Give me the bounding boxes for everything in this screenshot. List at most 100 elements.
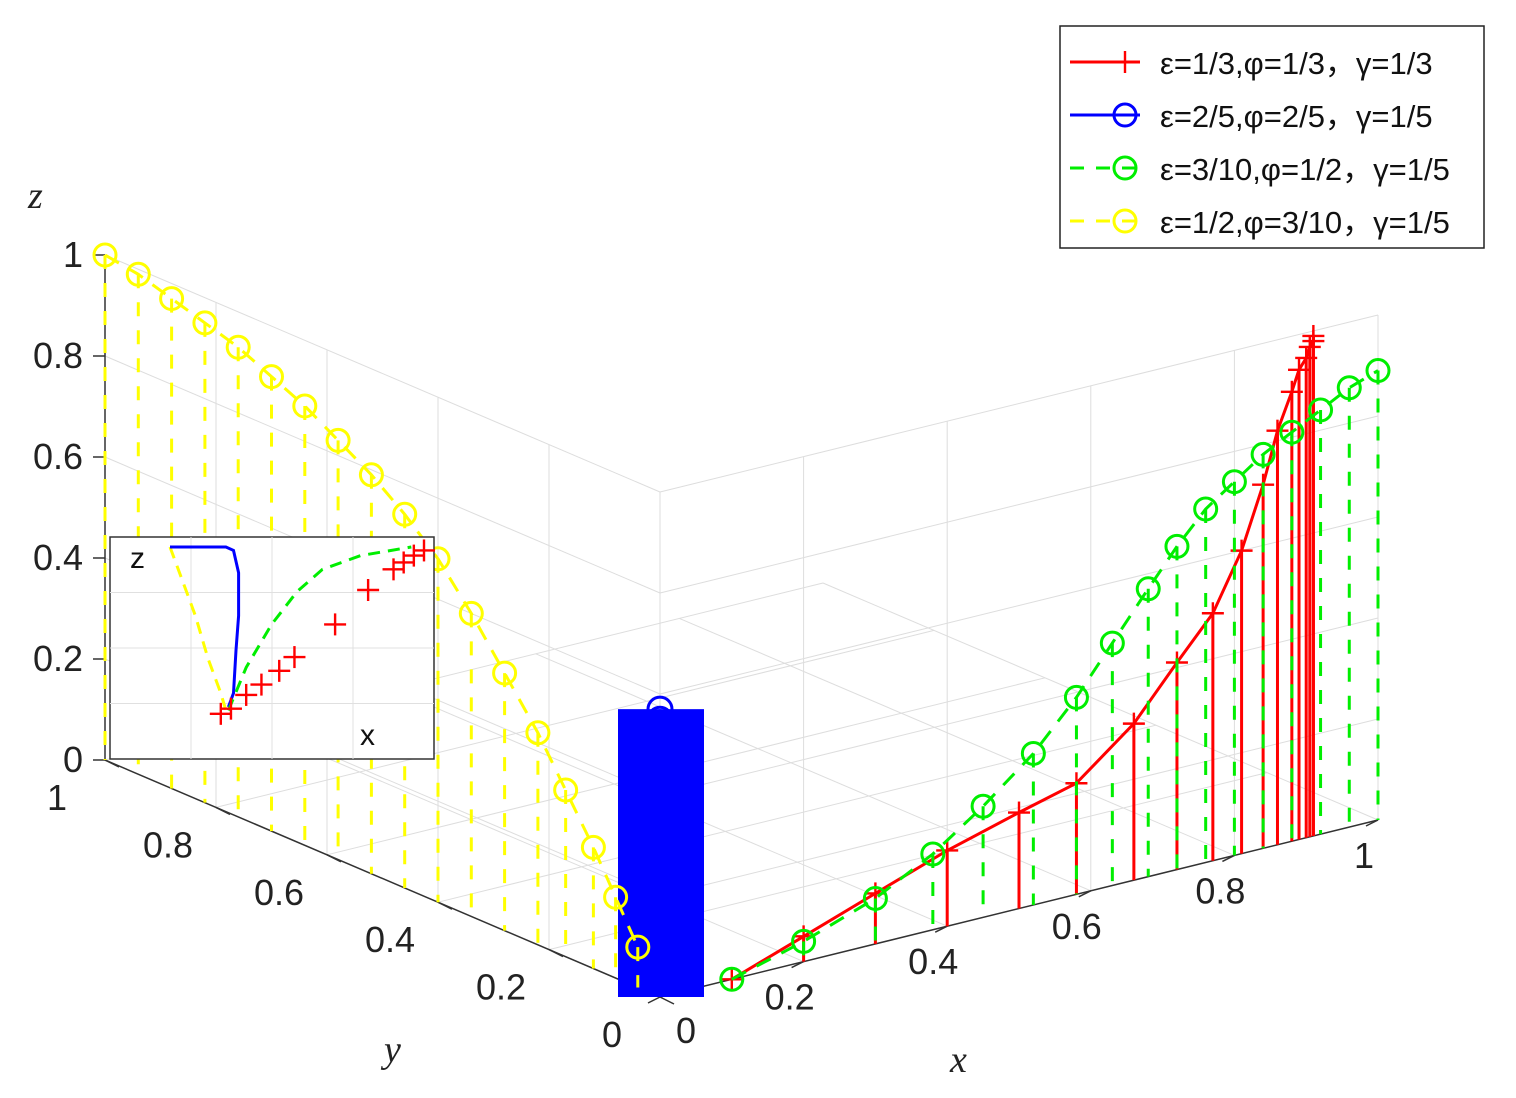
series-1-marker-6 (1122, 712, 1145, 735)
series-2 (618, 695, 704, 997)
series-3-marker-16 (1365, 358, 1391, 384)
series-2-marker-6 (646, 736, 674, 764)
grid-floor-y-4 (215, 629, 935, 808)
x-tick-0 (647, 996, 661, 1004)
inset-series-green (227, 545, 412, 711)
x-tick-label-0: 0 (676, 1010, 696, 1051)
series-3-marker-11 (1221, 469, 1247, 495)
series-4-marker-13 (525, 720, 551, 746)
series-1 (720, 324, 1325, 991)
series-3-marker-0 (719, 966, 745, 992)
legend-label-series-4: ε=1/2,φ=3/10，γ=1/5 (1160, 205, 1450, 240)
series-3-marker-12 (1250, 441, 1276, 467)
inset-red-marker-5 (283, 646, 306, 669)
grid-wally-z-5 (659, 314, 1379, 493)
series-3-marker-8 (1135, 576, 1161, 602)
series-4-marker-0 (92, 242, 118, 268)
x-axis-label: x (949, 1039, 967, 1081)
inset-red-marker-4 (268, 659, 291, 682)
x-tick-label-4: 0.8 (1195, 870, 1245, 911)
series-3-marker-5 (1020, 740, 1046, 766)
legend: ε=1/3,φ=1/3，γ=1/3 ε=2/5,φ=2/5，γ=1/5 ε=3/… (1059, 25, 1485, 249)
series-1-marker-8 (1201, 602, 1224, 625)
legend-marker-series-1 (1114, 51, 1136, 73)
y-tick-label-0: 0 (602, 1014, 622, 1055)
series-layer (92, 242, 1391, 997)
grid-floor-x-1 (248, 724, 804, 963)
inset-x-label: x (360, 719, 375, 752)
legend-marker-series-4 (1112, 208, 1138, 234)
series-2-marker-8 (646, 705, 674, 733)
inset-red-marker-6 (324, 613, 347, 636)
x-tick-label-2: 0.4 (908, 941, 958, 982)
inset-red-marker-11 (413, 539, 435, 562)
series-2-marker-3 (646, 766, 674, 794)
x-tick-label-3: 0.6 (1052, 906, 1102, 947)
grid-floor-x-4 (679, 617, 1235, 856)
x-tick-5 (1365, 819, 1379, 827)
series-1-marker-15 (1298, 335, 1321, 358)
legend-label-series-3: ε=3/10,φ=1/2，γ=1/5 (1160, 152, 1450, 187)
series-4-marker-4 (225, 334, 251, 360)
series-1-marker-12 (1280, 380, 1303, 403)
z-axis-label: z (27, 175, 43, 217)
series-1-marker-13 (1288, 358, 1311, 381)
legend-label-series-2: ε=2/5,φ=2/5，γ=1/5 (1160, 99, 1433, 134)
y-axis-line (104, 759, 661, 998)
legend-marker-series-3 (1112, 155, 1138, 181)
inset-plot: z x (109, 536, 435, 760)
inset-red-marker-2 (235, 683, 258, 706)
series-3-marker-10 (1193, 496, 1219, 522)
y-tick-label-2: 0.4 (365, 919, 415, 960)
series-3-marker-1 (791, 928, 817, 954)
series-1-marker-11 (1266, 419, 1289, 442)
y-tick-label-3: 0.6 (254, 872, 304, 913)
inset-series-yellow (168, 546, 228, 711)
series-3-marker-2 (862, 885, 888, 911)
series-4-marker-3 (192, 310, 218, 336)
y-tick-label-1: 0.2 (476, 967, 526, 1008)
legend-marker-series-2 (1112, 102, 1138, 128)
series-4-marker-16 (603, 884, 629, 910)
axes-layer: 0 0 0 0.2 0.2 0.2 0.4 0.4 0.4 0.6 0.6 0.6 0.8 0.8 0.8 1… (33, 234, 1379, 1055)
series-3-marker-15 (1336, 375, 1362, 401)
grid-floor-y-2 (437, 724, 1157, 903)
series-2-marker-4 (646, 756, 674, 784)
z-tick-label-4: 0.8 (33, 335, 83, 376)
series-4-marker-5 (259, 364, 284, 390)
y-tick-label-4: 0.8 (143, 824, 193, 865)
series-1-marker-4 (1008, 801, 1030, 824)
series-3-marker-4 (970, 793, 996, 819)
inset-series-blue (170, 545, 241, 708)
x-tick-3 (1078, 890, 1092, 898)
y-tick-4 (215, 806, 231, 816)
series-3-marker-13 (1279, 419, 1305, 445)
inset-red-marker-7 (357, 579, 380, 601)
x-tick-2 (934, 925, 948, 933)
legend-label-series-1: ε=1/3,φ=1/3，γ=1/3 (1160, 46, 1433, 81)
series-4-marker-11 (458, 600, 484, 626)
series-1-marker-17 (1302, 324, 1325, 347)
series-4-marker-14 (553, 777, 579, 803)
series-1-marker-3 (936, 839, 959, 862)
series-3-marker-6 (1063, 684, 1089, 710)
y-axis-label: y (380, 1029, 401, 1071)
series-3-marker-7 (1099, 630, 1125, 656)
series-4-marker-8 (358, 462, 384, 488)
series-3-marker-9 (1164, 533, 1190, 559)
grid-wally-z-2 (659, 617, 1379, 796)
series-3 (719, 358, 1391, 992)
series-4-marker-15 (580, 834, 606, 860)
y-tick-5 (104, 759, 120, 768)
grid-floor-x-3 (535, 653, 1091, 892)
inset-z-label: z (130, 542, 145, 575)
z-tick-label-3: 0.6 (33, 436, 83, 477)
series-4-marker-7 (325, 427, 351, 453)
series-4-marker-12 (492, 660, 518, 686)
y-tick-1 (548, 948, 564, 958)
series-4-marker-6 (292, 393, 318, 419)
grid-wally-z-3 (659, 516, 1379, 695)
grid-floor-x-5 (822, 582, 1379, 821)
